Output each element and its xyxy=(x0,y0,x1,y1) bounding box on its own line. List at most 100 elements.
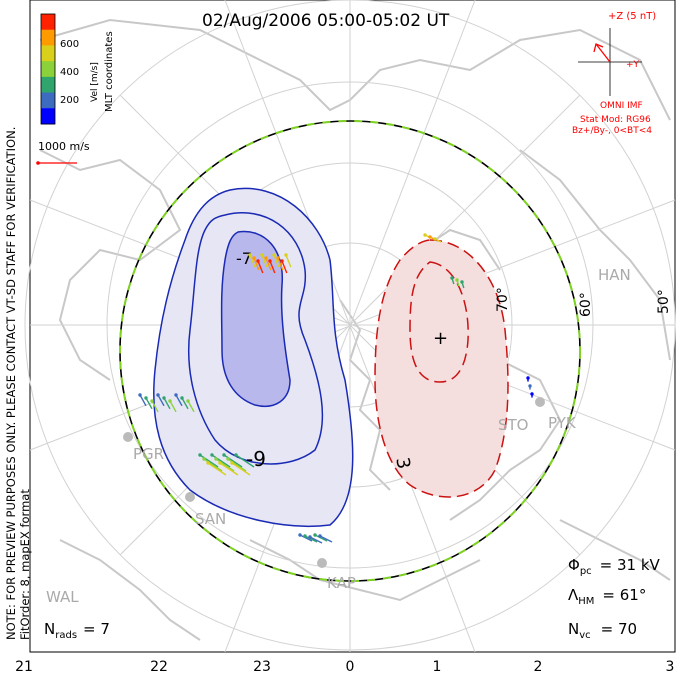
station-kap: KAP xyxy=(327,574,356,592)
velocity-vector-origin xyxy=(433,237,437,241)
colorbar-segment xyxy=(41,76,55,94)
map-title: 02/Aug/2006 05:00-05:02 UT xyxy=(202,11,450,31)
mlt-label-2: 2 xyxy=(534,659,543,674)
velocity-vector-origin xyxy=(455,278,459,282)
velocity-vector-origin xyxy=(198,453,202,457)
colorbar-ticks-200: 200 xyxy=(60,95,79,106)
velocity-vector xyxy=(219,462,239,476)
mlt-label-3: 3 xyxy=(666,659,675,674)
velocity-vector xyxy=(281,260,288,274)
velocity-vector xyxy=(273,254,280,268)
imf-source: OMNI IMF xyxy=(600,101,643,111)
velocity-vector xyxy=(199,454,219,468)
potential-maximum-marker: + xyxy=(433,328,448,349)
velocity-vector xyxy=(309,536,323,544)
velocity-vector-origin xyxy=(276,256,280,260)
velocity-vector-origin xyxy=(423,233,427,237)
velocity-vector-origin xyxy=(186,399,190,403)
velocity-vector-origin xyxy=(528,384,532,388)
velocity-vector xyxy=(314,534,328,542)
preview-note: NOTE: FOR PREVIEW PURPOSES ONLY. PLEASE … xyxy=(4,127,18,640)
contour-label-negative-9: -9 xyxy=(246,447,266,471)
velocity-vector xyxy=(299,534,313,542)
velocity-vector xyxy=(304,535,318,543)
station-san: SAN xyxy=(195,510,226,528)
mlt-label-23: 23 xyxy=(253,659,271,674)
imf-bz-label: +Z (5 nT) xyxy=(608,11,656,22)
phi-pc-stat: Φpc = 31 kV xyxy=(568,556,661,577)
velocity-vector-origin xyxy=(174,393,178,397)
velocity-vector xyxy=(269,260,276,274)
colorbar-segment xyxy=(41,14,55,31)
velocity-vector xyxy=(261,254,268,268)
latitude-label-50: 50° xyxy=(656,289,672,314)
station-marker-sto xyxy=(535,397,545,407)
velocity-vector xyxy=(175,394,183,407)
velocity-vector-origin xyxy=(526,376,530,380)
colorbar-border xyxy=(40,13,56,125)
mlt-axis: 21 22 23 0 1 2 3 xyxy=(15,659,674,674)
velocity-vector xyxy=(145,397,153,410)
contour-label-negative-7: -7 xyxy=(236,249,252,268)
imf-by-label: +Y xyxy=(626,60,640,70)
station-wal: WAL xyxy=(46,588,79,606)
velocity-vector-origin xyxy=(308,535,312,539)
latitude-label-60: 60° xyxy=(578,292,594,317)
station-marker-pgr xyxy=(123,432,133,442)
velocity-vector-origin xyxy=(144,396,148,400)
stations: HAN STO PYK PGR SAN KAP WAL xyxy=(46,266,631,606)
velocity-vector xyxy=(253,257,260,271)
velocity-scale-dot xyxy=(36,161,40,165)
velocity-vector-origin xyxy=(268,259,272,263)
velocity-vector-origin xyxy=(252,256,256,260)
velocity-vector-origin xyxy=(280,259,284,263)
colorbar-segment xyxy=(41,29,55,46)
velocity-vector-origin xyxy=(168,399,172,403)
velocity-vector xyxy=(277,257,284,271)
velocity-vector-origin xyxy=(180,396,184,400)
velocity-vector-origin xyxy=(202,457,206,461)
colorbar-axis-label: Vel [m/s] xyxy=(90,62,100,102)
imf-condition: Bz+/By-, 0<BT<4 xyxy=(572,126,652,136)
velocity-vector xyxy=(319,535,333,543)
velocity-vector xyxy=(249,254,256,268)
velocity-vector-origin xyxy=(206,461,210,465)
velocity-vector-origin xyxy=(264,256,268,260)
velocity-vector xyxy=(285,254,292,268)
colorbar-segment xyxy=(41,108,55,125)
velocity-vector xyxy=(169,400,177,413)
station-marker-kap xyxy=(317,558,327,568)
velocity-vector-origin xyxy=(298,533,302,537)
velocity-vector-origin xyxy=(150,399,154,403)
velocity-vector-origin xyxy=(234,453,238,457)
coordinates-label: MLT coordinates xyxy=(104,31,115,112)
velocity-vector-origin xyxy=(460,280,464,284)
velocity-vector xyxy=(187,400,195,413)
velocity-scale-label: 1000 m/s xyxy=(38,140,90,153)
velocity-vector xyxy=(227,458,247,472)
velocity-vector-origin xyxy=(210,453,214,457)
velocity-vectors xyxy=(138,233,534,544)
fit-statistics: Nrads = 7 Φpc = 31 kV ΛHM = 61° Nvc = 70 xyxy=(44,556,661,641)
velocity-vector xyxy=(215,458,235,472)
mlt-label-1: 1 xyxy=(433,659,442,674)
station-han: HAN xyxy=(598,266,631,284)
velocity-vector xyxy=(181,397,189,410)
negative-potential-cell: -7 -9 xyxy=(153,187,354,527)
velocity-vector-origin xyxy=(230,461,234,465)
velocity-vector-origin xyxy=(284,253,288,257)
velocity-vector xyxy=(157,394,165,407)
velocity-vector-origin xyxy=(222,453,226,457)
velocity-vector-origin xyxy=(156,393,160,397)
station-pyk: PYK xyxy=(548,414,577,432)
velocity-vector xyxy=(203,458,223,472)
n-vc-stat: Nvc = 70 xyxy=(568,620,637,641)
colorbar-ticks-400: 400 xyxy=(60,67,79,78)
velocity-vector-origin xyxy=(428,235,432,239)
colorbar-segment xyxy=(41,92,55,109)
velocity-vector xyxy=(235,454,255,468)
imf-vector xyxy=(595,43,611,63)
latitude-label-70: 70° xyxy=(495,287,511,312)
imf-vector-head xyxy=(593,43,604,53)
